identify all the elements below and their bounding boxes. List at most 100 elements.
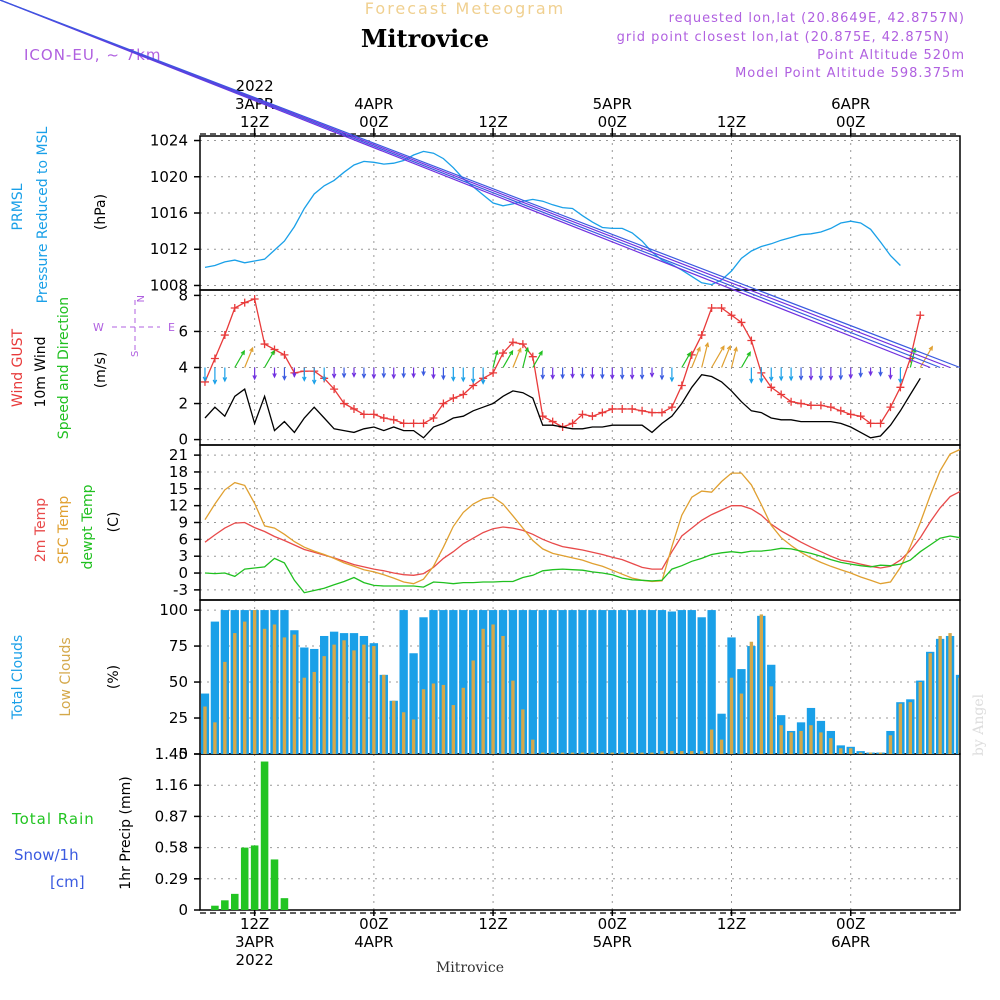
wind-label: 10m Wind (33, 336, 49, 407)
wind-arrow-head (746, 351, 751, 357)
low-cloud-bar (888, 735, 893, 754)
credit-watermark: by Angel (971, 693, 987, 756)
wind-arrow-head (321, 376, 327, 382)
ytick-label-temperature: 18 (169, 463, 188, 481)
ytick-label-temperature: 3 (178, 547, 188, 565)
wind-panel-labels: Wind GUST 10m Wind Speed and Direction (… (10, 295, 175, 439)
gust-marker (568, 419, 577, 428)
gust-marker (210, 354, 219, 363)
wind-arrow-head (720, 345, 725, 351)
total-cloud-bar (399, 610, 408, 754)
low-cloud-bar (759, 614, 763, 754)
sfc-temp-label: SFC Temp (56, 496, 72, 565)
ytick-label-temperature: -3 (173, 581, 188, 599)
gust-marker (578, 410, 587, 419)
bottom-tick-time: 00Z (598, 915, 627, 933)
rain-bar (280, 898, 289, 910)
wind-arrow-head (524, 346, 530, 353)
gust-marker (399, 419, 408, 428)
wind-arrow-head (460, 377, 466, 383)
wind-arrow-head (686, 351, 692, 357)
gust-marker (240, 298, 249, 307)
low-cloud-bar (709, 729, 714, 754)
gust-marker (220, 331, 229, 340)
temp2m-label: 2m Temp (33, 498, 49, 562)
ytick-label-temperature: 6 (178, 530, 188, 548)
total-cloud-bar (548, 610, 557, 754)
low-cloud-bar (382, 674, 386, 754)
wind-arrow-head (838, 375, 844, 381)
wind-arrow-head (222, 377, 228, 383)
low-cloud-bar (302, 677, 307, 754)
wind-arrow-head (570, 373, 575, 379)
wind-arrow-head (659, 375, 665, 381)
low-cloud-bar (729, 677, 734, 754)
total-cloud-bar (657, 610, 667, 754)
low-cloud-bar (421, 689, 426, 754)
low-cloud-bar (213, 722, 217, 754)
gust-marker (747, 336, 756, 345)
low-cloud-bar (441, 684, 446, 754)
bottom-tick-date: 4APR (354, 933, 393, 951)
wind-arrow-head (391, 374, 397, 380)
low-cloud-bar (541, 752, 545, 754)
wind-arrow-head (828, 375, 834, 381)
dewpt-label: dewpt Temp (80, 484, 96, 569)
wind-arrow (691, 347, 701, 368)
low-cloud-bar (819, 732, 823, 754)
wind-arrow-head (212, 379, 218, 385)
wind-arrow-head (282, 375, 287, 381)
pressure-label-2: Pressure Reduced to MSL (35, 126, 51, 303)
ytick-label-clouds: 25 (169, 709, 188, 727)
wind-arrow-head (726, 344, 732, 351)
gust-marker (419, 419, 428, 428)
wind-arrow-head (252, 375, 257, 381)
low-cloud-bar (640, 752, 644, 754)
wind-arrow-head (381, 373, 387, 379)
ytick-label-precip: 0.58 (155, 839, 188, 857)
low-cloud-bar (948, 633, 952, 754)
low-cloud-bar (938, 635, 942, 754)
ytick-label-pressure: 1024 (150, 132, 188, 150)
wind-arrow-head (292, 372, 297, 378)
total-cloud-bar (647, 610, 657, 754)
rain-label: Total Rain (11, 810, 95, 828)
wind-arrow-head (331, 373, 337, 379)
low-cloud-bar (580, 752, 585, 754)
grid-point-coords: grid point closest lon,lat (20.875E, 42.… (617, 30, 950, 45)
low-cloud-bar (312, 671, 316, 754)
wind-arrow (234, 350, 245, 368)
gust-marker (657, 408, 666, 417)
gust-label: Wind GUST (10, 328, 26, 407)
gust-marker (707, 304, 716, 313)
wind-arrow-head (371, 374, 377, 380)
wind-arrow (730, 347, 738, 368)
temp2m-line (204, 491, 961, 576)
compass-n: N (134, 295, 145, 302)
wind-arrow-head (431, 374, 436, 380)
low-cloud-bar (660, 751, 664, 754)
rain-bar (240, 847, 249, 910)
gust-marker (787, 397, 796, 406)
ytick-label-clouds: 50 (169, 673, 188, 691)
wind-speed-line (204, 373, 921, 439)
total-cloud-bar (449, 610, 458, 754)
low-cloud-bar (352, 650, 356, 754)
wind-arrow-head (351, 372, 357, 378)
total-cloud-bar (210, 621, 220, 754)
wind-arrow-head (878, 371, 883, 377)
gust-marker (330, 385, 339, 394)
total-cloud-bar (717, 713, 726, 754)
wind-arrow-head (798, 375, 804, 381)
gust-marker (349, 404, 358, 413)
wind-arrow-head (361, 373, 367, 379)
total-cloud-bar (598, 610, 607, 754)
top-tick-time: 12Z (240, 113, 269, 131)
bottom-tick-date: 5APR (593, 933, 632, 951)
low-cloud-bar (908, 702, 913, 754)
low-cloud-bar (292, 634, 297, 754)
ytick-label-temperature: 21 (169, 446, 188, 464)
wind-arrow-head (302, 376, 307, 382)
low-cloud-bar (223, 661, 227, 754)
gust-marker (836, 406, 845, 415)
